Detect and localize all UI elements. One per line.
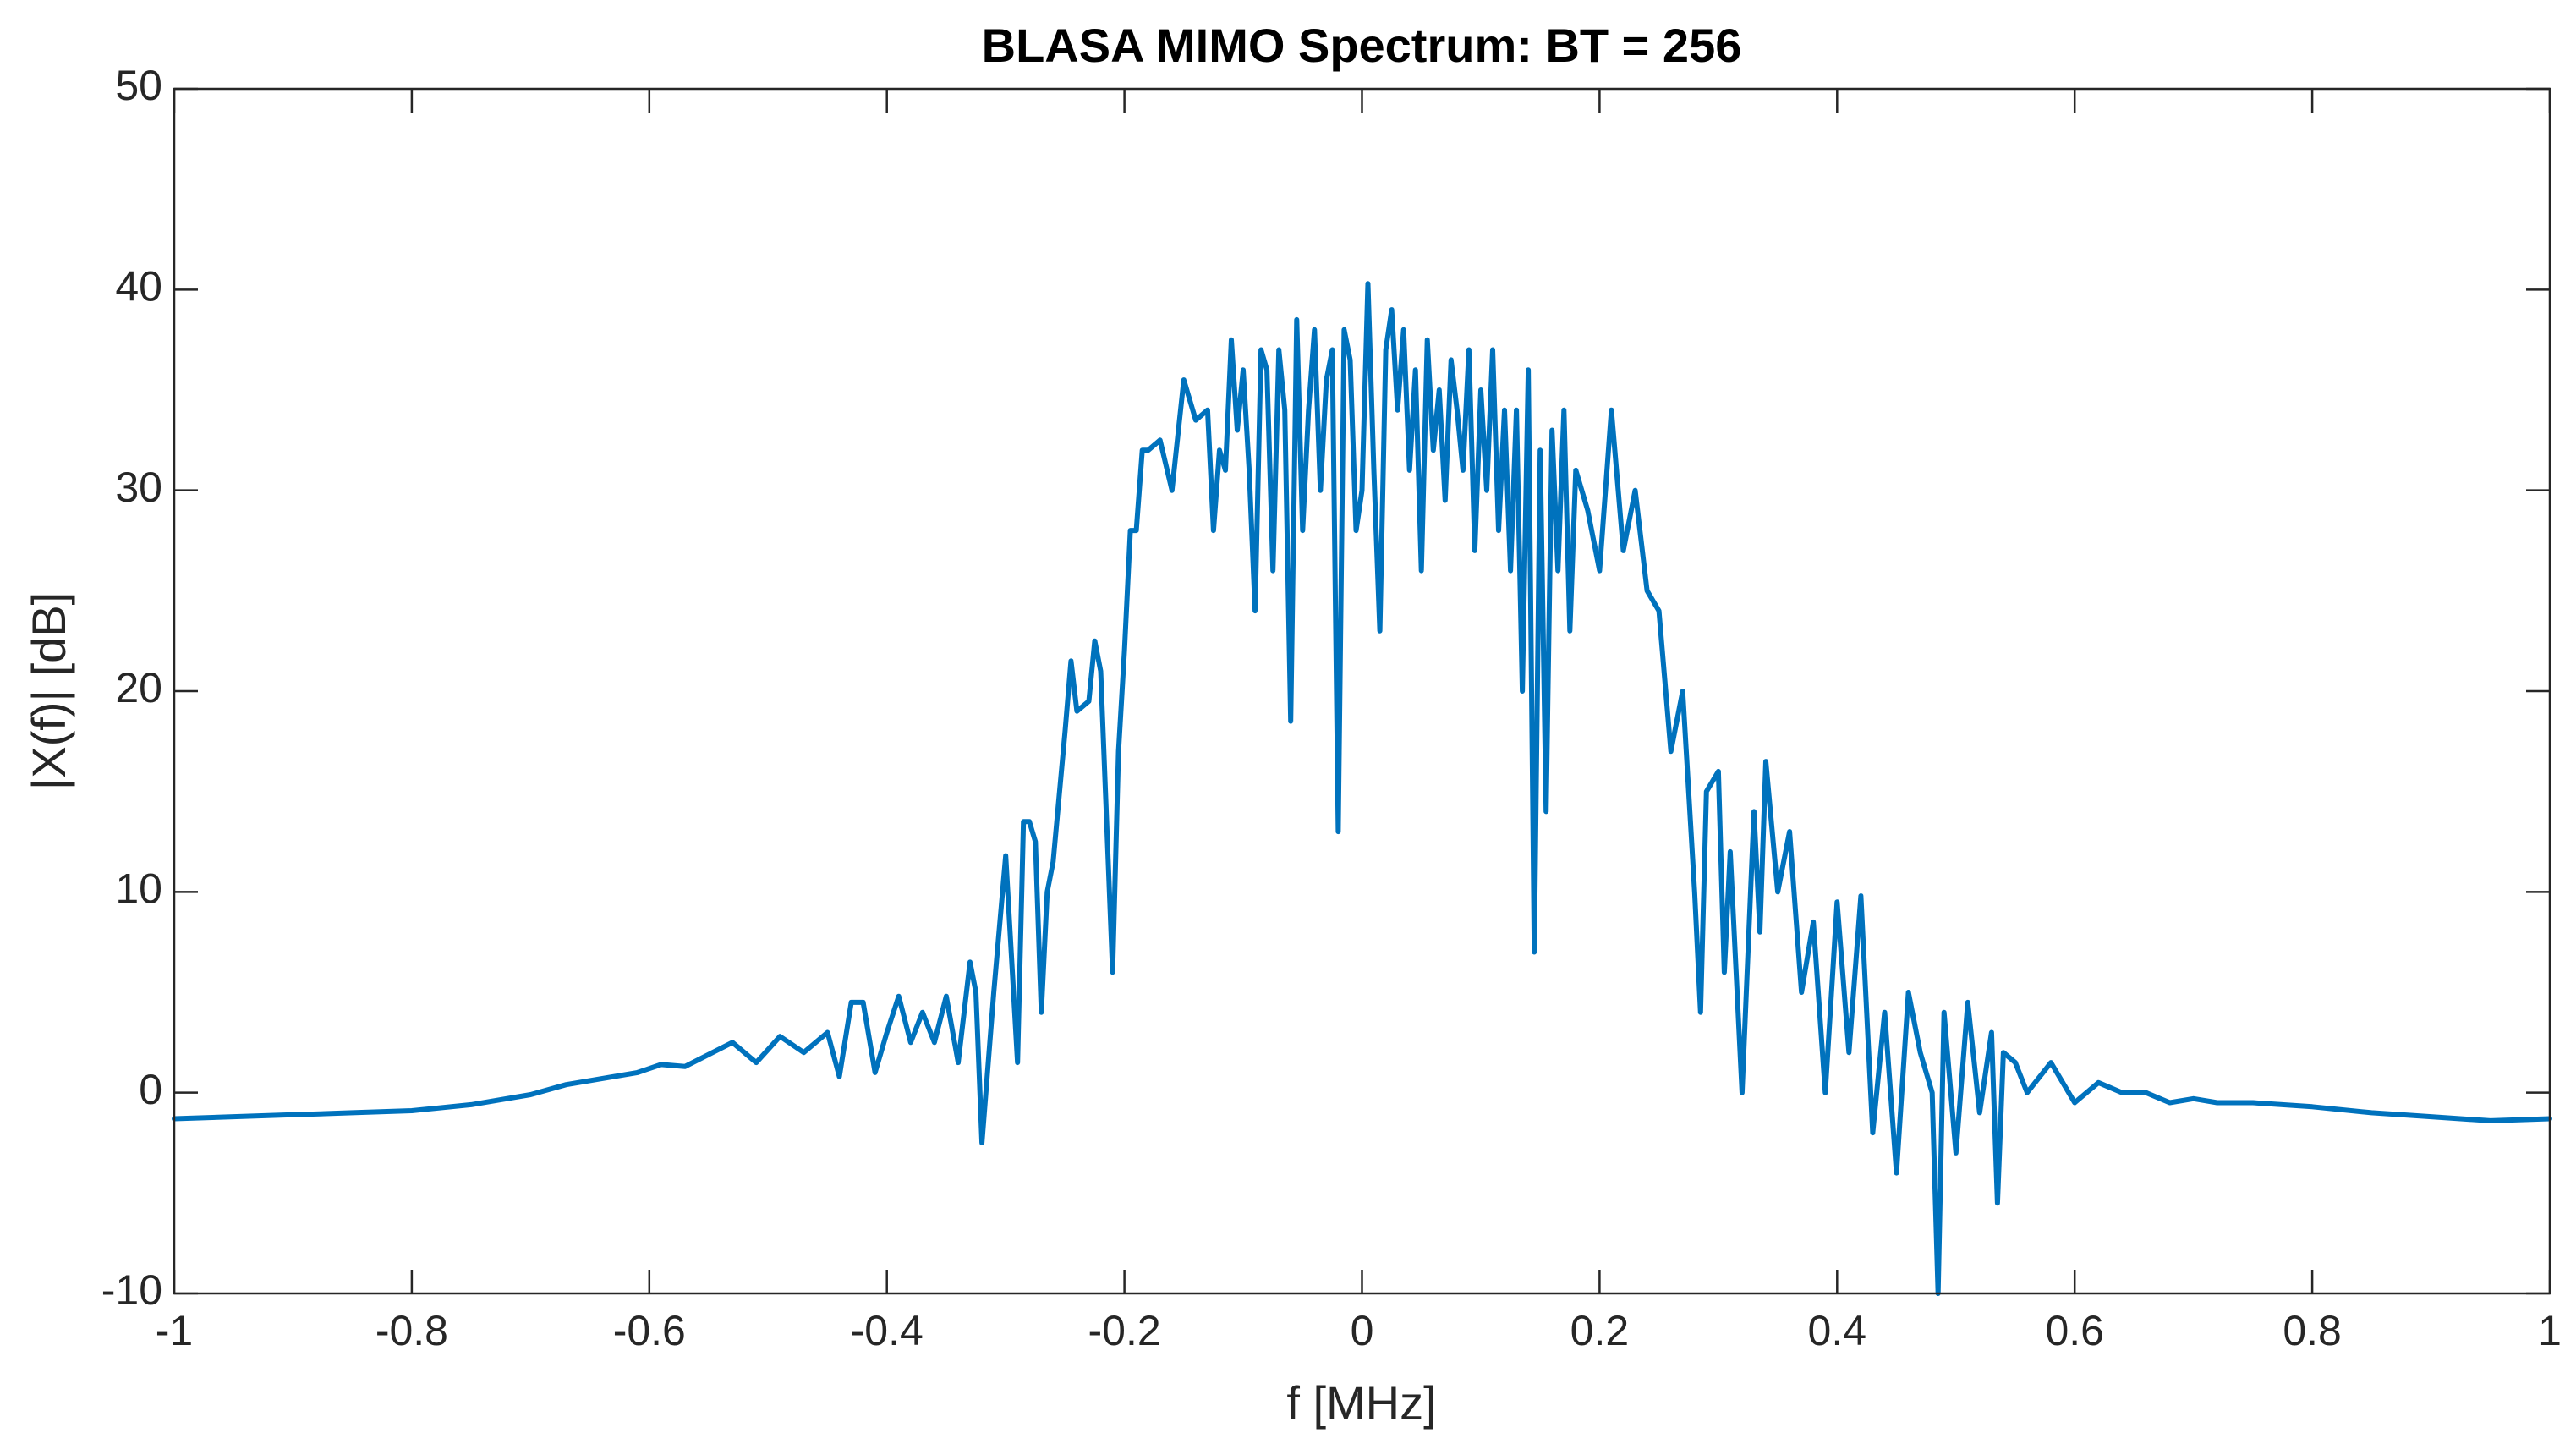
y-tick-label: -10 xyxy=(101,1266,162,1314)
x-tick-label: 1 xyxy=(2538,1307,2562,1354)
x-tick-label: 0.6 xyxy=(2045,1307,2104,1354)
x-tick-label: 0 xyxy=(1351,1307,1374,1354)
x-tick-label: -0.4 xyxy=(851,1307,924,1354)
x-tick-label: 0.8 xyxy=(2283,1307,2342,1354)
y-tick-label: 30 xyxy=(115,464,162,511)
x-tick-label: -0.8 xyxy=(375,1307,448,1354)
x-tick-label: -0.6 xyxy=(613,1307,686,1354)
x-tick-label: 0.2 xyxy=(1570,1307,1630,1354)
plot-frame xyxy=(173,87,2551,1295)
chart-title: BLASA MIMO Spectrum: BT = 256 xyxy=(982,19,1742,72)
x-tick-label: 0.4 xyxy=(1808,1307,1867,1354)
x-tick-label: -0.2 xyxy=(1088,1307,1161,1354)
y-tick-label: 40 xyxy=(115,263,162,310)
data-line xyxy=(172,281,2552,1296)
x-tick-label: -1 xyxy=(156,1307,193,1354)
x-axis-label: f [MHz] xyxy=(1286,1376,1436,1430)
y-tick-label: 20 xyxy=(115,664,162,711)
y-tick-label: 50 xyxy=(115,62,162,109)
y-axis-label: |X(f)| [dB] xyxy=(22,592,75,790)
y-tick-label: 10 xyxy=(115,865,162,913)
y-tick-label: 0 xyxy=(139,1066,162,1113)
